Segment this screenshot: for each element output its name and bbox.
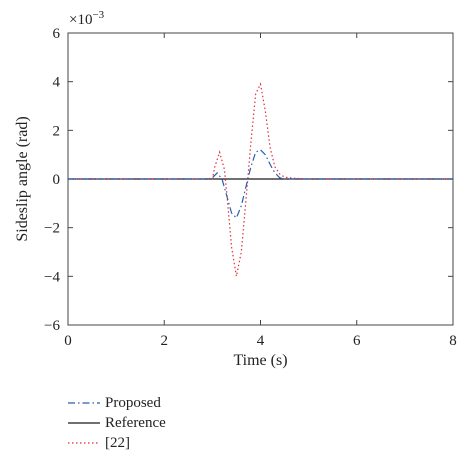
y-tick-label: 4 [53,75,61,91]
y-tick-label: 2 [53,123,61,139]
sideslip-chart: 0 2 4 6 8 −6 −4 −2 0 2 4 6 ×10−3 Time (s) Sideslip … [14,9,457,369]
series-line-proposed [68,149,453,219]
y-tick-label: −4 [44,269,60,285]
y-axis-label: Sideslip angle (rad) [14,116,31,241]
x-tick-label: 4 [257,333,265,349]
legend-swatch-reference [68,422,100,424]
x-tick-label: 2 [161,333,169,349]
y-axis-exponent-label: ×10−3 [69,9,105,28]
plot-area: 0 2 4 6 8 −6 −4 −2 0 2 4 6 [44,26,457,349]
legend-label-22: [22] [105,435,130,451]
y-tick-label: 6 [53,26,61,42]
y-tick-label: −6 [44,318,60,334]
y-tick-label: 0 [53,172,61,188]
series-line-22 [68,82,453,277]
y-tick-label: −2 [44,221,60,237]
legend-swatch-proposed [68,402,100,404]
x-axis-label: Time (s) [233,352,287,369]
x-tick-label: 0 [64,333,72,349]
x-tick-label: 8 [449,333,457,349]
x-tick-label: 6 [353,333,361,349]
legend-swatch-22 [68,442,100,444]
legend-label-reference: Reference [105,415,166,431]
legend-label-proposed: Proposed [105,395,161,411]
